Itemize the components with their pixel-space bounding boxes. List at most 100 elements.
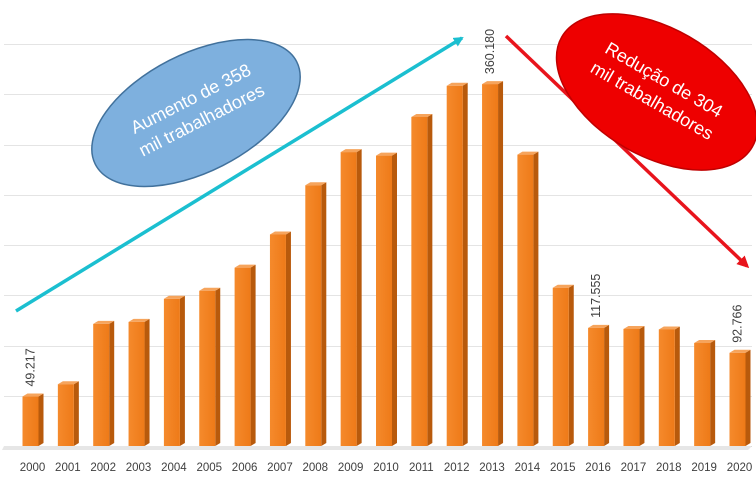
bar-top <box>694 340 716 344</box>
bar-2010 <box>376 152 397 446</box>
bar-side <box>604 324 610 446</box>
x-tick-label: 2000 <box>20 462 46 474</box>
x-tick-label: 2006 <box>232 462 258 474</box>
bar-top <box>128 318 150 322</box>
x-tick-label: 2014 <box>515 462 541 474</box>
bar-side <box>285 231 291 446</box>
bar-side <box>710 340 716 446</box>
bar-top <box>163 295 185 299</box>
bar-top <box>234 264 256 268</box>
bar-2008 <box>305 182 327 446</box>
bar-side <box>427 113 433 446</box>
bar-front <box>234 267 251 446</box>
bar-top <box>446 82 468 86</box>
bar-front <box>199 290 216 446</box>
bar-side <box>533 151 539 446</box>
bar-front <box>57 384 74 446</box>
x-axis-ticks: 2000 2001 2002 2003 2004 2005 2006 2007 2008 2009… <box>20 462 753 474</box>
bar-side <box>745 349 751 446</box>
bar-2005 <box>199 287 221 446</box>
x-tick-label: 2015 <box>550 462 576 474</box>
x-tick-label: 2008 <box>303 462 329 474</box>
bar-front <box>269 234 286 446</box>
bar-top <box>22 393 44 397</box>
bar-top <box>305 182 327 186</box>
bar-side <box>392 152 397 446</box>
bar-top <box>93 320 115 324</box>
bar-side <box>498 81 504 446</box>
decrease-callout-bubble <box>555 13 756 171</box>
bar-top <box>269 231 291 235</box>
bar-2017 <box>623 325 645 446</box>
bar-top <box>588 324 610 328</box>
bar-2018 <box>658 326 680 446</box>
bar-side <box>639 325 645 446</box>
chart-floor <box>2 446 752 450</box>
x-tick-label: 2017 <box>621 462 647 474</box>
bar-front <box>482 84 499 446</box>
bar-2004 <box>163 295 185 446</box>
x-tick-label: 2018 <box>656 462 682 474</box>
bar-top <box>729 349 751 353</box>
bar-side <box>73 381 79 446</box>
bar-2006 <box>234 264 256 446</box>
bar-top <box>411 113 433 117</box>
bar-top <box>57 381 79 385</box>
bar-2016 <box>588 324 610 446</box>
data-label-2000: 49.217 <box>24 348 38 386</box>
x-tick-label: 2003 <box>126 462 152 474</box>
bar-top <box>199 287 221 291</box>
x-tick-label: 2010 <box>373 462 399 474</box>
bar-top <box>658 326 680 330</box>
decrease-arrow <box>504 34 750 269</box>
bar-top <box>376 152 397 156</box>
bar-front <box>623 328 640 446</box>
bar-2003 <box>128 318 150 446</box>
bar-front <box>305 185 322 446</box>
increase-callout: Aumento de 358 mil trabalhadores <box>91 38 301 188</box>
bar-front <box>340 152 357 446</box>
bar-2011 <box>411 113 433 446</box>
bar-front <box>588 327 605 446</box>
bar-2000 <box>22 393 44 446</box>
bar-front <box>411 116 428 446</box>
data-label-2013: 360.180 <box>483 29 497 74</box>
x-tick-label: 2007 <box>267 462 293 474</box>
bar-front <box>552 287 569 446</box>
bar-front <box>729 352 746 446</box>
bar-front <box>658 329 675 446</box>
x-tick-label: 2002 <box>90 462 116 474</box>
bar-side <box>674 326 680 446</box>
x-tick-label: 2001 <box>55 462 81 474</box>
data-label-2020: 92.766 <box>731 305 745 343</box>
bar-2015 <box>552 284 574 446</box>
bar-side <box>462 82 468 447</box>
bar-side <box>179 295 185 446</box>
bars <box>22 81 751 447</box>
decrease-callout: Redução de 304 mil trabalhadores <box>555 13 756 171</box>
bar-2013 <box>482 81 504 446</box>
bar-2001 <box>57 381 79 446</box>
x-tick-label: 2016 <box>585 462 611 474</box>
bar-side <box>568 284 574 446</box>
bar-front <box>128 321 145 446</box>
bar-2019 <box>694 340 716 446</box>
bar-side <box>356 149 362 446</box>
increase-callout-bubble <box>91 38 301 188</box>
x-tick-label: 2012 <box>444 462 470 474</box>
x-tick-label: 2004 <box>161 462 187 474</box>
bar-front <box>694 343 711 446</box>
x-tick-label: 2009 <box>338 462 364 474</box>
bar-front <box>376 155 392 446</box>
increase-arrow <box>15 36 464 313</box>
bar-side <box>144 318 150 446</box>
bar-2014 <box>517 151 539 446</box>
bar-side <box>215 287 221 446</box>
x-tick-label: 2020 <box>727 462 753 474</box>
bar-top <box>340 149 362 153</box>
bar-2009 <box>340 149 362 446</box>
bar-front <box>446 85 463 447</box>
x-tick-label: 2013 <box>479 462 505 474</box>
bar-2002 <box>93 320 115 446</box>
x-tick-label: 2019 <box>691 462 717 474</box>
